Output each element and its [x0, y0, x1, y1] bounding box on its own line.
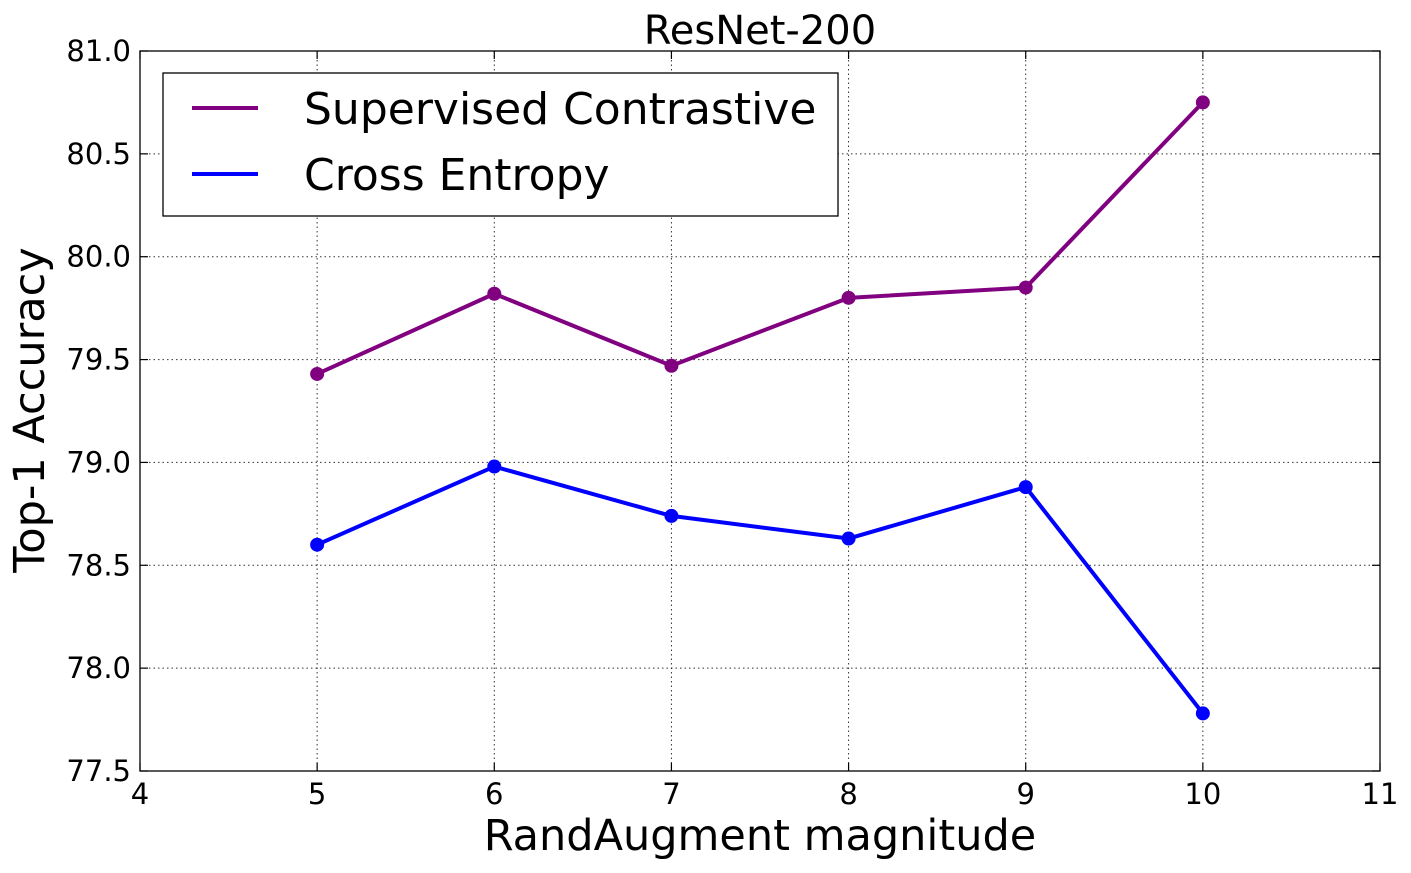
x-tick-label: 7	[662, 777, 680, 811]
data-point-supervised-contrastive	[487, 286, 502, 301]
legend-label-supervised-contrastive: Supervised Contrastive	[304, 84, 816, 135]
y-ticks: 77.5 78.0 78.5 79.0 79.5 80.0 80.5 81.0	[66, 34, 1380, 788]
data-point-cross-entropy	[487, 459, 502, 474]
x-tick-label: 11	[1362, 777, 1399, 811]
x-tick-label: 5	[308, 777, 326, 811]
x-tick-label: 8	[839, 777, 857, 811]
x-axis-title: RandAugment magnitude	[484, 811, 1037, 861]
plot-frame	[139, 50, 1381, 772]
chart-title: ResNet-200	[644, 8, 876, 54]
x-tick-label: 6	[485, 777, 503, 811]
data-point-cross-entropy	[841, 531, 856, 546]
y-axis-title: Top-1 Accuracy	[5, 247, 55, 573]
data-point-supervised-contrastive	[1018, 280, 1033, 295]
x-tick-label: 9	[1016, 777, 1034, 811]
y-tick-label: 80.0	[66, 240, 131, 274]
data-point-supervised-contrastive	[1195, 95, 1210, 110]
legend: Supervised Contrastive Cross Entropy	[162, 72, 839, 217]
y-tick-label: 81.0	[66, 34, 131, 68]
series-line-cross-entropy	[316, 464, 1205, 715]
data-point-cross-entropy	[310, 537, 325, 552]
data-point-cross-entropy	[1195, 706, 1210, 721]
y-tick-label: 77.5	[66, 754, 131, 788]
y-tick-label: 78.0	[66, 651, 131, 685]
data-point-cross-entropy	[1018, 480, 1033, 495]
data-point-supervised-contrastive	[841, 290, 856, 305]
y-tick-label: 78.5	[66, 548, 131, 582]
y-tick-label: 80.5	[66, 137, 131, 171]
data-point-cross-entropy	[664, 508, 679, 523]
y-tick-label: 79.0	[66, 445, 131, 479]
data-point-supervised-contrastive	[310, 366, 325, 381]
series-layer	[310, 95, 1210, 721]
x-tick-label: 10	[1184, 777, 1221, 811]
data-point-supervised-contrastive	[664, 358, 679, 373]
series-line-supervised-contrastive	[316, 101, 1205, 376]
legend-label-cross-entropy: Cross Entropy	[304, 150, 610, 201]
x-ticks: 4 5 6 7 8 9 10 11	[131, 51, 1399, 811]
y-tick-label: 79.5	[66, 343, 131, 377]
x-tick-label: 4	[131, 777, 149, 811]
legend-frame	[162, 72, 839, 217]
